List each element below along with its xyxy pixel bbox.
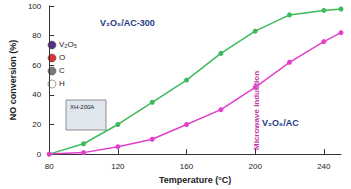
svg-text:240: 240: [317, 162, 331, 171]
svg-text:Temperature (°C): Temperature (°C): [159, 175, 231, 185]
svg-text:Microwave induction: Microwave induction: [252, 71, 261, 150]
svg-text:160: 160: [180, 162, 194, 171]
svg-text:120: 120: [111, 162, 125, 171]
svg-text:C: C: [59, 66, 65, 75]
svg-text:XH-200A: XH-200A: [70, 104, 94, 110]
svg-text:H: H: [59, 79, 65, 88]
svg-text:NO conversion (%): NO conversion (%): [8, 40, 18, 121]
svg-text:200: 200: [249, 162, 263, 171]
svg-text:V₂O₅: V₂O₅: [59, 40, 77, 49]
svg-text:V₂O₅/AC-300: V₂O₅/AC-300: [100, 18, 155, 28]
svg-text:80: 80: [32, 31, 41, 40]
svg-text:O: O: [59, 53, 65, 62]
svg-text:60: 60: [32, 61, 41, 70]
svg-text:20: 20: [32, 120, 41, 129]
svg-text:40: 40: [32, 90, 41, 99]
svg-text:100: 100: [28, 2, 42, 11]
svg-text:0: 0: [37, 150, 42, 159]
svg-text:V₂O₅/AC: V₂O₅/AC: [262, 118, 299, 128]
svg-text:80: 80: [45, 162, 54, 171]
